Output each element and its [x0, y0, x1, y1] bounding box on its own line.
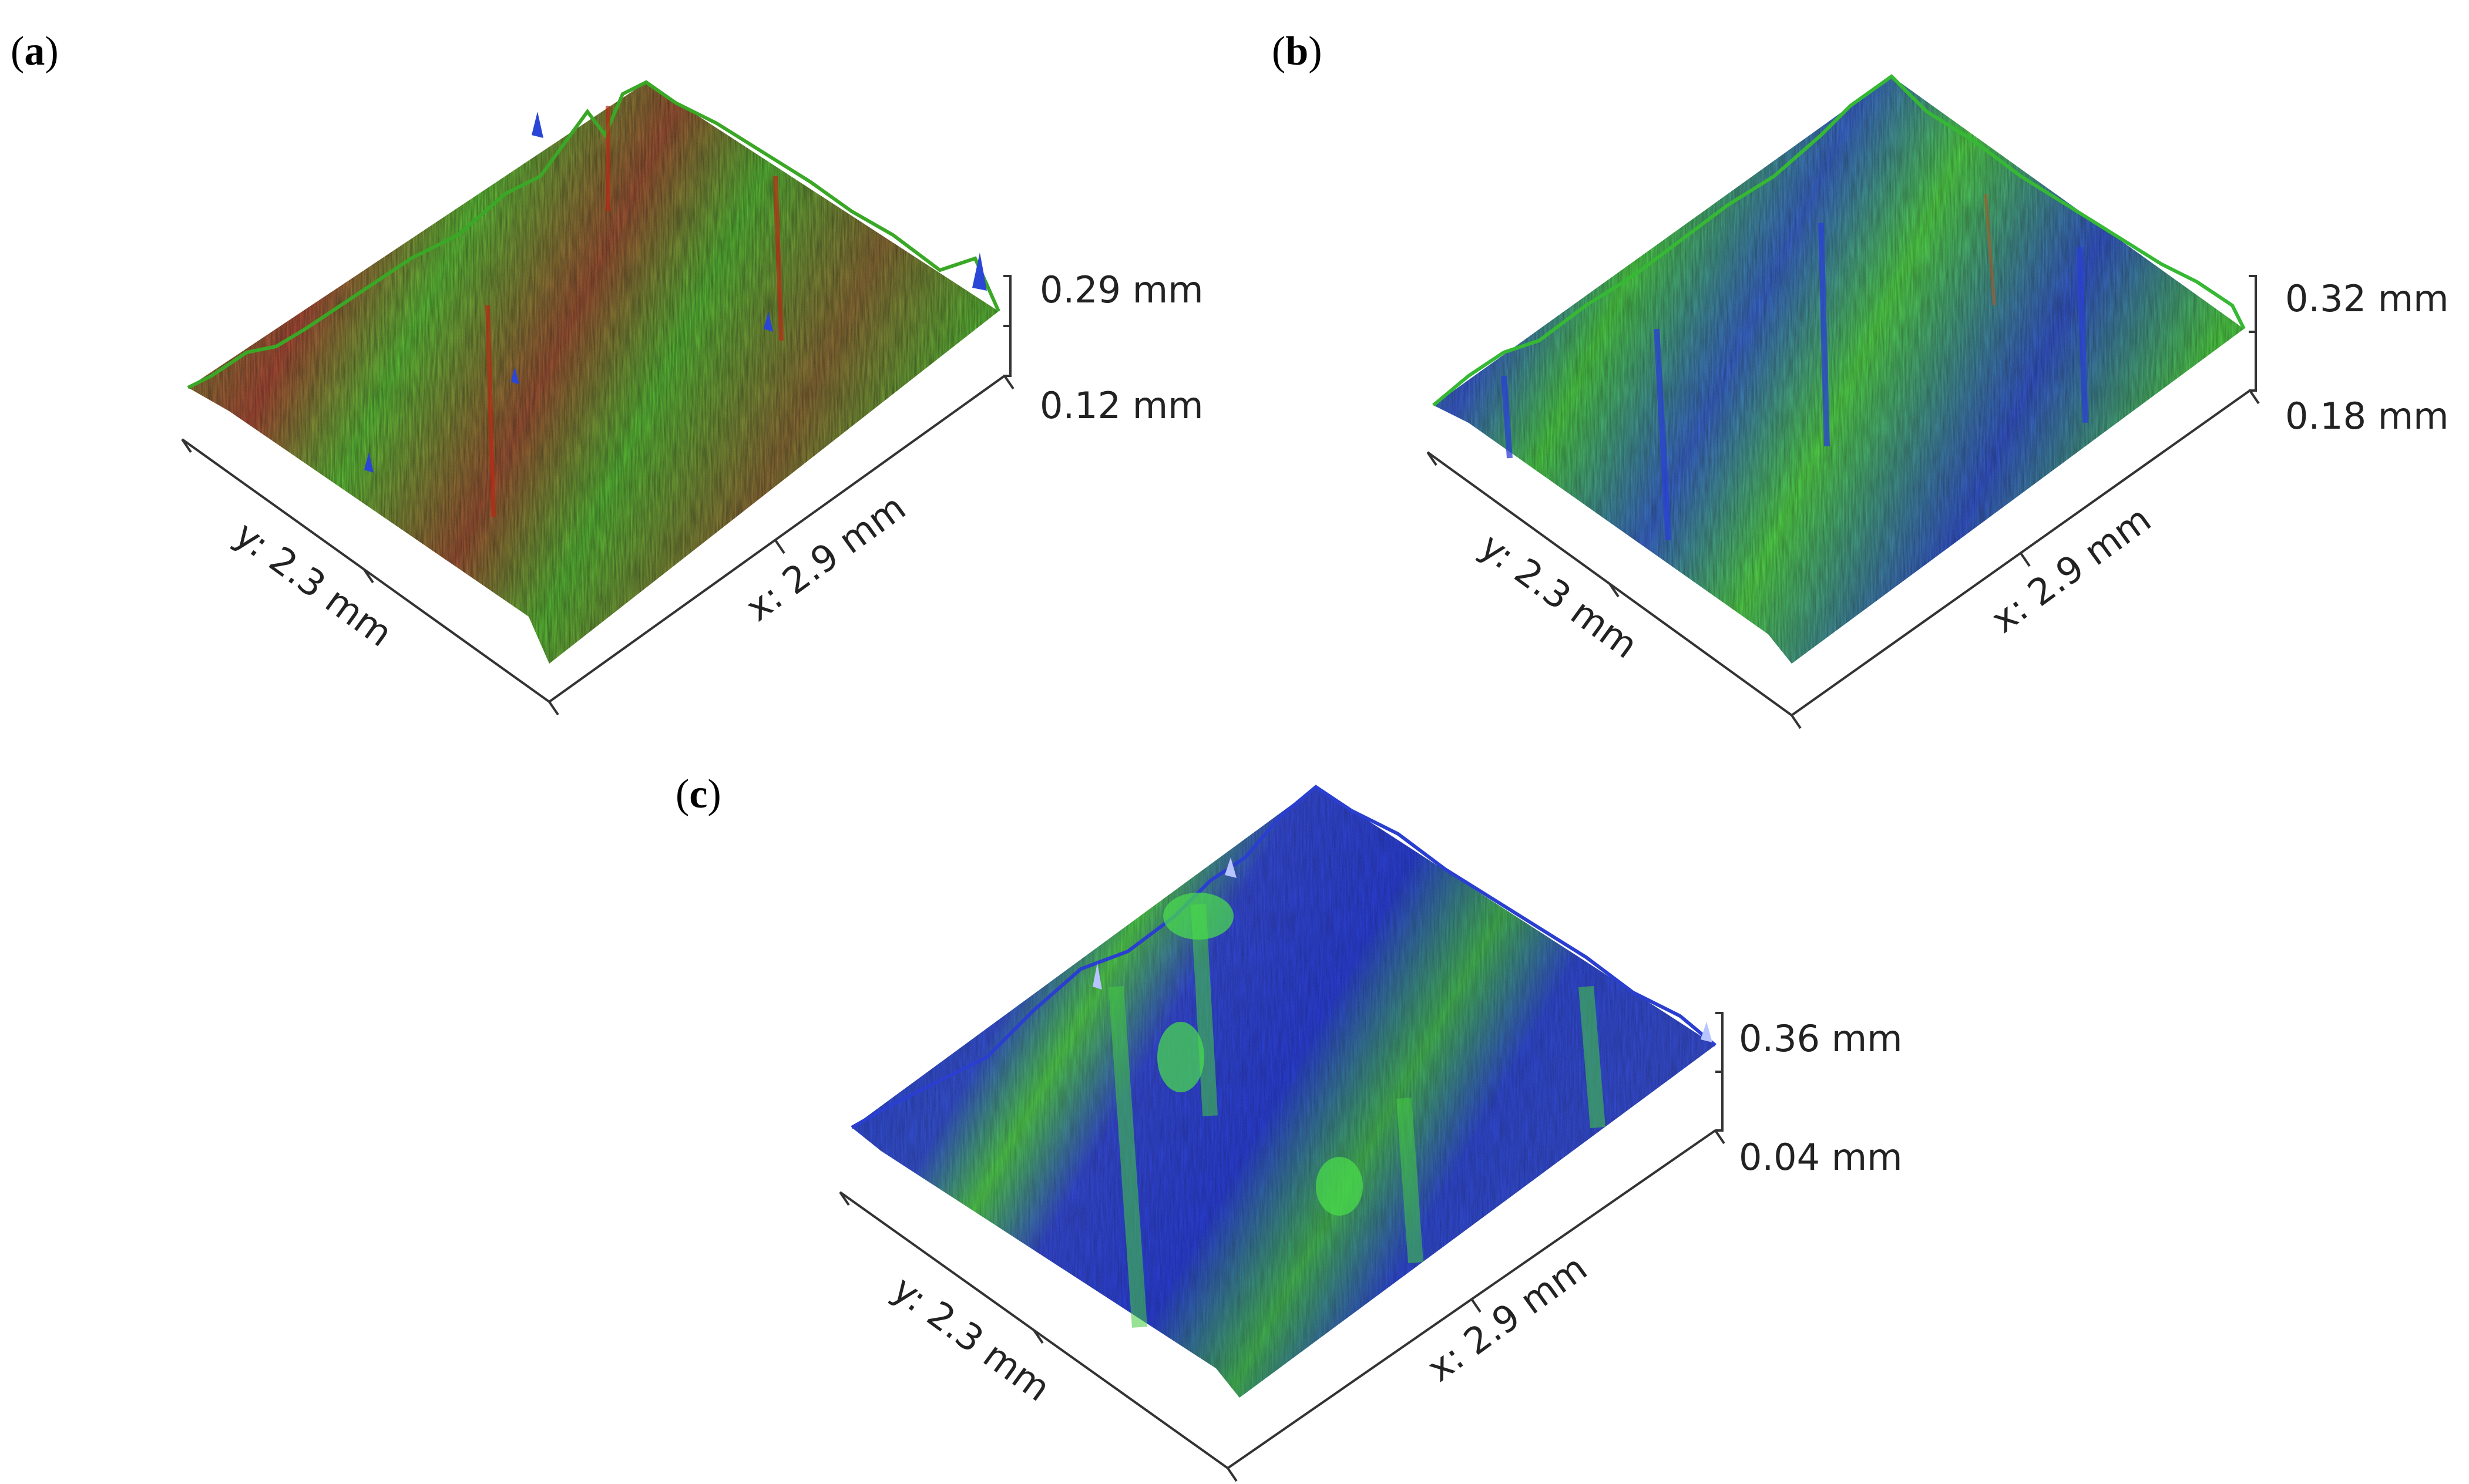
surface-b-edge [1432, 74, 2246, 407]
surface-b-sheen [1433, 76, 2244, 664]
z-bottom-label-a: 0.12 mm [1040, 384, 1204, 427]
panel-c: (c) [676, 772, 1903, 1482]
panel-label-a-letter: a [24, 29, 45, 74]
surface-b [1432, 74, 2246, 664]
z-bottom-label-b: 0.18 mm [2285, 395, 2449, 438]
z-top-label-b: 0.32 mm [2285, 277, 2449, 320]
panel-label-c-letter: c [689, 772, 707, 817]
panel-label-b-letter: b [1285, 29, 1308, 74]
surface-a-edge [187, 80, 1000, 389]
surface-c-sheen [852, 787, 1715, 1398]
surface-a [187, 80, 1000, 664]
surface-a-red-streaks [485, 106, 784, 517]
surface-c-edge [851, 785, 1716, 1129]
y-axis-label-c: y: 2.3 mm [885, 1267, 1058, 1409]
x-axis-label-a: x: 2.9 mm [738, 486, 913, 630]
x-axis-label-b: x: 2.9 mm [1983, 497, 2159, 641]
z-top-label-a: 0.29 mm [1040, 268, 1204, 311]
z-axis-b [2249, 275, 2257, 392]
x-axis-a [548, 375, 1006, 703]
panel-a: (a) [11, 29, 1204, 716]
surface-c-spikes [1093, 857, 1712, 1042]
panel-label-c: (c) [676, 772, 721, 817]
panel-label-a: (a) [11, 29, 59, 74]
x-axis-b [1791, 389, 2251, 716]
surface-a-sheen [188, 82, 999, 664]
surface-b-brown-streaks [1984, 193, 1996, 306]
surface-b-blue-streaks [1501, 223, 2088, 541]
surface-a-spikes [364, 112, 987, 473]
z-bottom-label-c: 0.04 mm [1739, 1136, 1903, 1179]
surface-c-green-patch [1157, 893, 1363, 1216]
surface-c-green-streaks [1108, 904, 1605, 1328]
panel-label-b: (b) [1272, 29, 1322, 74]
panel-b: (b) y: 2.3 m [1272, 29, 2449, 729]
z-top-label-c: 0.36 mm [1739, 1017, 1903, 1060]
surface-c [851, 785, 1716, 1398]
